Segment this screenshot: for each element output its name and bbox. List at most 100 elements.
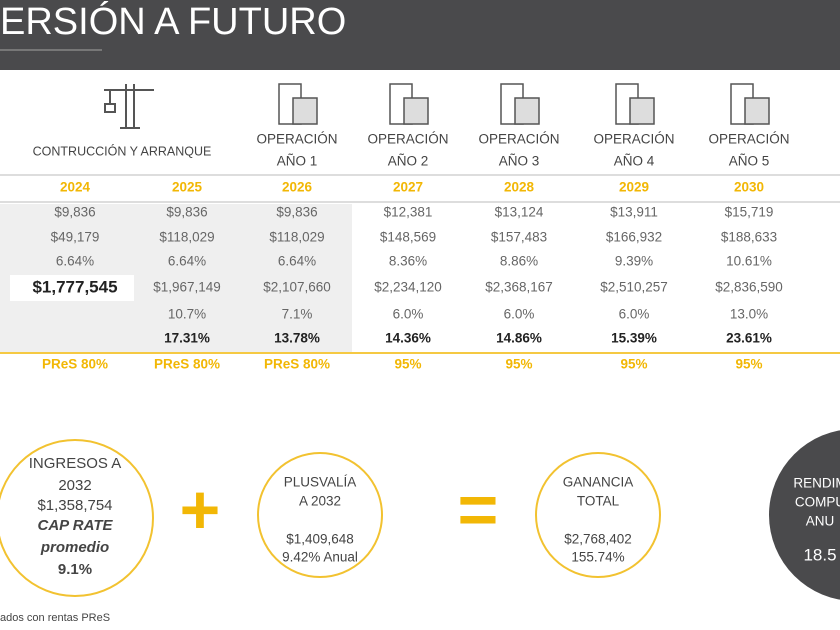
cell: 6.64% [56, 254, 94, 269]
title: ERSIÓN A FUTURO [0, 0, 346, 43]
cell: 95% [505, 357, 532, 372]
cell: 6.0% [504, 307, 535, 322]
circle [535, 452, 661, 578]
cell: $188,633 [721, 230, 777, 245]
column-header: OPERACIÓN [593, 132, 674, 147]
circle-text: $2,768,402 [564, 532, 632, 547]
cell: $148,569 [380, 230, 436, 245]
cell: $9,836 [276, 205, 317, 220]
circle-text: RENDIM [793, 476, 840, 491]
cell: 23.61% [726, 331, 772, 346]
cell: 13.0% [730, 307, 768, 322]
year: 2027 [393, 180, 423, 195]
column-header: AÑO 4 [614, 154, 655, 169]
cell: 6.0% [619, 307, 650, 322]
cell: 9.39% [615, 254, 653, 269]
year: 2026 [282, 180, 313, 195]
cell: PReS 80% [264, 357, 330, 372]
circle-text: GANANCIA [563, 475, 634, 490]
circle-text: 18.5 [803, 545, 836, 564]
building-icon [403, 97, 429, 125]
cell: 10.61% [726, 254, 772, 269]
cell: $2,510,257 [600, 280, 668, 295]
year: 2025 [172, 180, 203, 195]
header-bar [0, 0, 840, 70]
circle-text: $1,358,754 [37, 497, 112, 514]
cell: PReS 80% [42, 357, 108, 372]
cell: 17.31% [164, 331, 210, 346]
year: 2029 [619, 180, 649, 195]
circle-text: CAP RATE [38, 517, 114, 534]
circle-text: 9.1% [58, 561, 92, 578]
cell: 6.0% [393, 307, 424, 322]
cell: $13,911 [610, 205, 658, 220]
cell: $2,368,167 [485, 280, 553, 295]
circle-text: ANU [806, 514, 835, 529]
cell: $157,483 [491, 230, 547, 245]
circle-text: PLUSVALÍA [284, 475, 357, 490]
cell: $15,719 [725, 205, 774, 220]
group-label: CONTRUCCIÓN Y ARRANQUE [33, 143, 212, 158]
cell: $12,381 [384, 205, 433, 220]
cell: 10.7% [168, 307, 206, 322]
column-header: OPERACIÓN [367, 132, 448, 147]
circle-text: 155.74% [571, 550, 624, 565]
column-header: AÑO 2 [388, 154, 429, 169]
footer-note: ados con rentas PReS [0, 612, 110, 624]
column-header: AÑO 5 [729, 154, 770, 169]
cell: PReS 80% [154, 357, 220, 372]
cell: 8.36% [389, 254, 427, 269]
cell: $1,777,545 [32, 277, 117, 296]
circle-text: $1,409,648 [286, 532, 354, 547]
crane-icon [104, 84, 154, 129]
cell: $2,107,660 [263, 280, 331, 295]
cell: 6.64% [168, 254, 206, 269]
cell: $13,124 [495, 205, 544, 220]
cell: $49,179 [51, 230, 100, 245]
cell: 15.39% [611, 331, 657, 346]
cell: 7.1% [282, 307, 313, 322]
cell: 13.78% [274, 331, 320, 346]
circle-text: promedio [40, 539, 109, 556]
year: 2028 [504, 180, 535, 195]
building-icon [629, 97, 655, 125]
building-icon [514, 97, 540, 125]
column-header: OPERACIÓN [478, 132, 559, 147]
cell: $1,967,149 [153, 280, 221, 295]
circle [257, 452, 383, 578]
cell: 95% [735, 357, 762, 372]
cell: 8.86% [500, 254, 538, 269]
building-icon [292, 97, 318, 125]
cell: 6.64% [278, 254, 316, 269]
column-header: OPERACIÓN [708, 132, 789, 147]
building-icon [744, 97, 770, 125]
year: 2024 [60, 180, 91, 195]
plus-sign: + [180, 470, 221, 548]
cell: $166,932 [606, 230, 662, 245]
cell: 14.36% [385, 331, 431, 346]
column-header: OPERACIÓN [256, 132, 337, 147]
cell: $118,029 [269, 230, 324, 245]
column-header: AÑO 1 [277, 154, 318, 169]
circle-text: COMPU [795, 495, 840, 510]
cell: 14.86% [496, 331, 542, 346]
circle-text: 9.42% Anual [282, 550, 358, 565]
cell: $2,836,590 [715, 280, 783, 295]
circle-text: 2032 [58, 477, 91, 494]
year: 2030 [734, 180, 764, 195]
circle-text: TOTAL [577, 494, 620, 509]
column-header: AÑO 3 [499, 154, 540, 169]
cell: $2,234,120 [374, 280, 442, 295]
circle-text: A 2032 [299, 494, 341, 509]
cell: $118,029 [159, 230, 214, 245]
circle-text: INGRESOS A [29, 455, 122, 472]
cell: $9,836 [54, 205, 95, 220]
highlight-box [10, 275, 134, 301]
cell: 95% [620, 357, 647, 372]
equals-sign: = [458, 470, 499, 548]
circle [769, 430, 840, 600]
cell: 95% [394, 357, 421, 372]
circle [0, 439, 154, 597]
cell: $9,836 [166, 205, 207, 220]
